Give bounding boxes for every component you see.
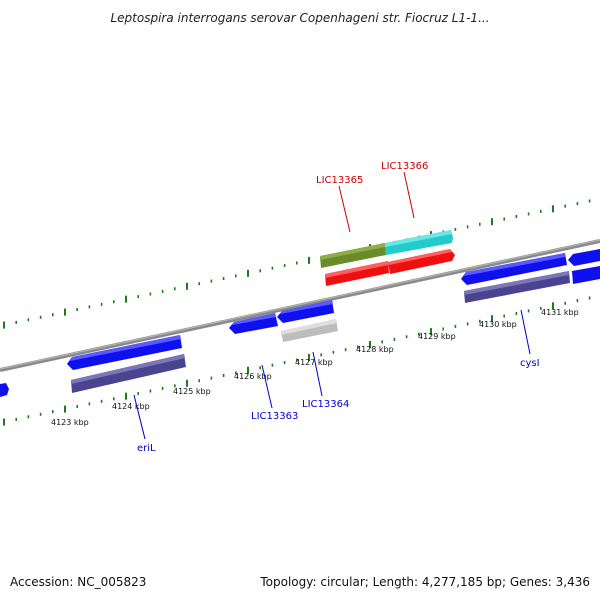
leader-line-cysI <box>520 309 531 355</box>
scale-label: 4131 kbp <box>541 308 579 317</box>
scale-label: 4127 kbp <box>295 358 333 367</box>
gene-blue-edge-left[interactable] <box>0 383 9 397</box>
gene-red-right[interactable] <box>388 249 455 274</box>
gene-blue-lic13363[interactable] <box>229 313 278 334</box>
gene-blue-eriL[interactable] <box>67 335 182 370</box>
scale-label: 4124 kbp <box>112 402 150 411</box>
gene-grey-lic13364[interactable] <box>281 319 338 342</box>
scale-label: 4128 kbp <box>356 345 394 354</box>
genome-backbone-highlight <box>0 239 600 370</box>
gene-label-lic13363[interactable]: LIC13363 <box>251 411 298 422</box>
map-title: Leptospira interrogans serovar Copenhage… <box>110 11 489 25</box>
leader-line-lic13366 <box>403 171 415 219</box>
gene-label-cysI[interactable]: cysI <box>520 358 540 369</box>
gene-olive[interactable] <box>320 243 386 268</box>
gene-darkblue-cysI[interactable] <box>464 271 570 303</box>
gene-blue-cysI[interactable] <box>461 253 567 285</box>
accession-text: Accession: NC_005823 <box>10 575 146 589</box>
gene-blue-lic13364[interactable] <box>277 300 334 323</box>
gene-cyan[interactable] <box>385 230 453 255</box>
lower-scale-track <box>3 296 591 426</box>
leader-line-eriL <box>133 394 146 440</box>
genome-summary-text: Topology: circular; Length: 4,277,185 bp… <box>259 575 590 589</box>
gene-label-eriL[interactable]: eriL <box>137 443 156 454</box>
gene-label-lic13364[interactable]: LIC13364 <box>302 399 349 410</box>
scale-label: 4123 kbp <box>51 418 89 427</box>
gene-red-left[interactable] <box>325 261 389 286</box>
scale-label: 4129 kbp <box>418 332 456 341</box>
gene-blue-edge-right-lower[interactable] <box>572 266 600 284</box>
genome-backbone <box>0 239 600 372</box>
gene-darkblue-eriL[interactable] <box>71 354 186 393</box>
leader-line-lic13364 <box>312 351 323 397</box>
gene-label-lic13365[interactable]: LIC13365 <box>316 175 363 186</box>
gene-blue-edge-right[interactable] <box>568 249 600 266</box>
scale-label: 4126 kbp <box>234 372 272 381</box>
scale-label: 4125 kbp <box>173 387 211 396</box>
leader-line-lic13365 <box>338 185 351 233</box>
gene-label-lic13366[interactable]: LIC13366 <box>381 161 428 172</box>
scale-label: 4130 kbp <box>479 320 517 329</box>
leader-line-lic13363 <box>261 364 273 409</box>
